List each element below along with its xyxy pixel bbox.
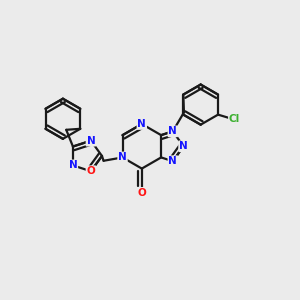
Text: N: N: [137, 119, 146, 129]
Text: N: N: [168, 156, 177, 166]
Text: O: O: [137, 188, 146, 198]
Text: N: N: [118, 152, 127, 162]
Text: N: N: [168, 126, 177, 136]
Text: N: N: [86, 136, 95, 146]
Text: Cl: Cl: [229, 115, 240, 124]
Text: O: O: [86, 166, 95, 176]
Text: N: N: [69, 160, 77, 170]
Text: N: N: [179, 141, 188, 151]
